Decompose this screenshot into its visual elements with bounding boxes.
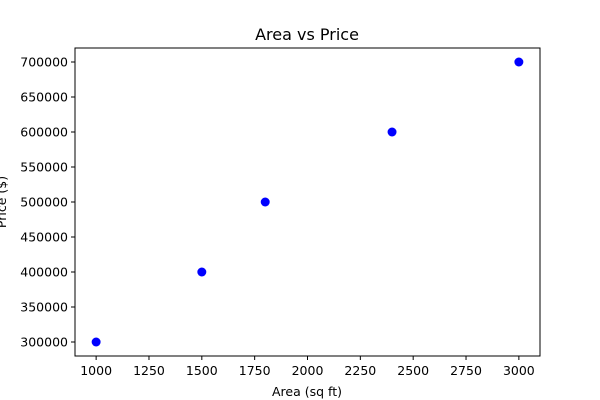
y-axis-label: Price ($) — [0, 176, 9, 228]
x-tick-label: 2750 — [450, 363, 482, 378]
x-tick-label: 2000 — [292, 363, 324, 378]
x-tick-label: 1000 — [80, 363, 112, 378]
y-tick-label: 650000 — [20, 90, 68, 105]
y-tick-label: 300000 — [20, 335, 68, 350]
data-point — [514, 57, 524, 67]
y-tick-label: 600000 — [20, 125, 68, 140]
x-axis-label: Area (sq ft) — [272, 384, 342, 399]
x-tick-label: 2500 — [397, 363, 429, 378]
data-point — [197, 267, 207, 277]
x-tick-label: 3000 — [503, 363, 535, 378]
chart-title: Area vs Price — [255, 25, 359, 44]
plot-frame — [74, 47, 541, 357]
y-tick-label: 550000 — [20, 160, 68, 175]
x-tick-label: 2250 — [344, 363, 376, 378]
axis-ticks: 1000 1250 1500 1750 2000 2250 2500 2750 3000 3000… — [20, 55, 535, 379]
y-tick-label: 350000 — [20, 300, 68, 315]
data-points — [91, 57, 524, 347]
y-tick-label: 400000 — [20, 265, 68, 280]
y-tick-label: 700000 — [20, 55, 68, 70]
x-tick-label: 1250 — [133, 363, 165, 378]
y-tick-label: 500000 — [20, 195, 68, 210]
x-tick-label: 1500 — [186, 363, 218, 378]
data-point — [91, 337, 101, 347]
x-tick-label: 1750 — [239, 363, 271, 378]
data-point — [260, 197, 270, 207]
data-point — [387, 127, 397, 137]
y-tick-label: 450000 — [20, 230, 68, 245]
